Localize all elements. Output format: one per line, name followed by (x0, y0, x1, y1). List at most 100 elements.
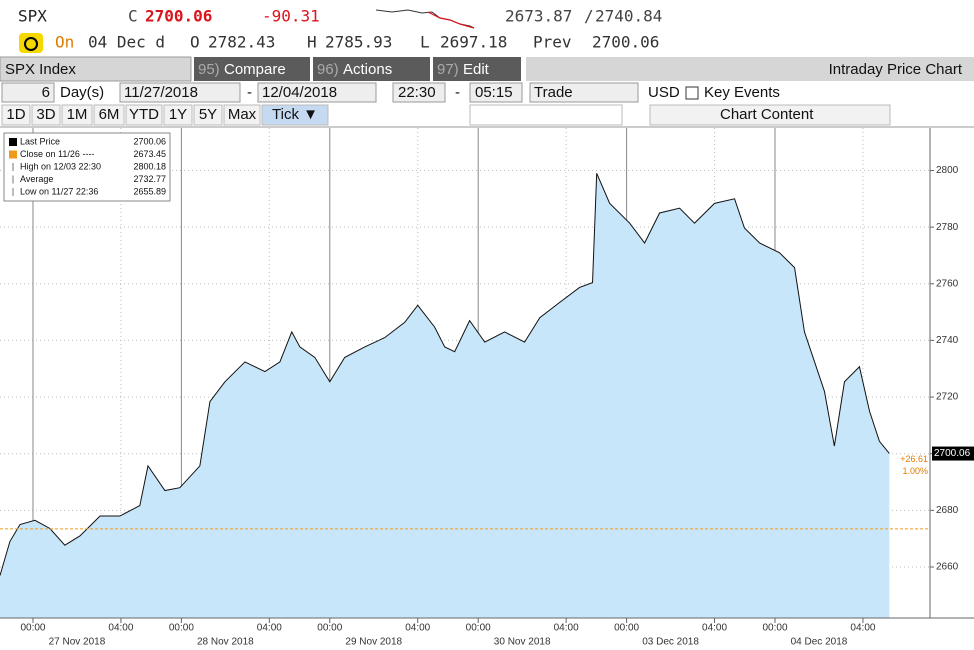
period-label: 1Y (169, 106, 187, 123)
range-sep: / (584, 7, 594, 26)
x-tick-label: 04:00 (554, 623, 579, 634)
ticker: SPX (18, 7, 47, 26)
days-label: Day(s) (60, 84, 104, 101)
actions-num: 96) (317, 61, 339, 78)
end-date: 12/04/2018 (262, 84, 337, 101)
period-button[interactable] (223, 104, 261, 126)
quote-date: 04 Dec d (88, 33, 165, 52)
period-label: Tick ▼ (272, 106, 318, 123)
low-value: 2697.18 (440, 33, 507, 52)
range-high: 2740.84 (595, 7, 662, 26)
change-label: +26.61 (900, 454, 928, 464)
period-button[interactable] (61, 104, 93, 126)
start-date-field[interactable] (119, 82, 241, 103)
date-label: 28 Nov 2018 (197, 637, 254, 648)
compare-button[interactable] (194, 57, 310, 81)
start-time-field[interactable] (392, 82, 446, 103)
legend-name: Average (20, 174, 53, 184)
security-box[interactable] (0, 56, 192, 82)
prev-value: 2700.06 (592, 33, 659, 52)
x-tick-label: 00:00 (317, 623, 342, 634)
period-label: 1D (6, 106, 25, 123)
on-label: On (55, 33, 74, 52)
y-tick-label: 2680 (936, 505, 959, 516)
chart-content-button[interactable] (649, 104, 891, 126)
field-select[interactable] (529, 82, 639, 103)
x-tick-label: 00:00 (169, 623, 194, 634)
period-label: Max (228, 106, 257, 123)
days-field[interactable] (1, 82, 55, 103)
price-line (0, 173, 890, 576)
end-time-field[interactable] (469, 82, 523, 103)
x-tick-label: 04:00 (257, 623, 282, 634)
edit-button[interactable] (433, 57, 521, 81)
period-button[interactable] (163, 104, 193, 126)
y-tick-label: 2660 (936, 562, 959, 573)
legend-value: 2732.77 (133, 174, 166, 184)
actions-button[interactable] (313, 57, 430, 81)
end-time: 05:15 (475, 84, 513, 101)
currency: USD (648, 84, 680, 101)
change-pct-label: 1.00% (902, 466, 928, 476)
range-low: 2673.87 (505, 7, 572, 26)
open-label: O (190, 33, 200, 52)
date-label: 04 Dec 2018 (791, 637, 848, 648)
period-button[interactable] (1, 104, 31, 126)
start-time: 22:30 (398, 84, 436, 101)
security: SPX Index (5, 61, 76, 78)
legend-value: 2700.06 (133, 136, 166, 146)
sparkline-down (427, 11, 475, 29)
net-change: -90.31 (262, 7, 320, 26)
legend-value: 2673.45 (133, 149, 166, 159)
period-buttons: 1D 3D 1M 6M YTD 1Y 5Y Max Tick ▼ (1, 104, 329, 126)
legend-value: 2655.89 (133, 186, 166, 196)
sparkline (375, 9, 475, 29)
high-label: H (307, 33, 317, 52)
chart-content: Chart Content (720, 106, 814, 123)
period-label: 1M (67, 106, 88, 123)
legend-swatch (9, 138, 17, 146)
search-box[interactable] (469, 104, 623, 126)
period-button[interactable] (125, 104, 163, 126)
actions-label: Actions (343, 61, 392, 78)
date-label: 03 Dec 2018 (642, 637, 699, 648)
compare-num: 95) (198, 61, 220, 78)
prev-label: Prev (533, 33, 572, 52)
start-date: 11/27/2018 (124, 84, 198, 101)
y-tick-label: 2760 (936, 278, 959, 289)
legend-value: 2800.18 (133, 161, 166, 171)
y-tick-label: 2780 (936, 222, 959, 233)
key-events-checkbox[interactable] (685, 86, 699, 100)
period-button[interactable] (193, 104, 223, 126)
x-tick-label: 00:00 (762, 623, 787, 634)
last-price-label: 2700.06 (934, 448, 971, 459)
y-tick-label: 2720 (936, 392, 959, 403)
area-fill (0, 173, 890, 618)
end-date-field[interactable] (257, 82, 377, 103)
x-tick-label: 00:00 (20, 623, 45, 634)
legend-name: High on 12/03 22:30 (20, 161, 101, 171)
period-label: 5Y (199, 106, 217, 123)
low-label: L (420, 33, 430, 52)
days: 6 (42, 84, 50, 101)
period-button[interactable] (93, 104, 125, 126)
date-label: 27 Nov 2018 (49, 637, 106, 648)
compare-label: Compare (224, 61, 286, 78)
last-price-box (932, 446, 974, 461)
dash: - (455, 84, 460, 101)
field: Trade (534, 84, 573, 101)
period-button[interactable] (31, 104, 61, 126)
y-tick-label: 2800 (936, 165, 959, 176)
period-button[interactable] (261, 104, 329, 126)
x-tick-label: 04:00 (702, 623, 727, 634)
legend-swatch (9, 150, 17, 159)
period-label: 3D (36, 106, 55, 123)
open-value: 2782.43 (208, 33, 275, 52)
x-tick-label: 00:00 (614, 623, 639, 634)
key-events: Key Events (704, 84, 780, 101)
date-label: 29 Nov 2018 (345, 637, 402, 648)
legend-name: Low on 11/27 22:36 (20, 186, 98, 196)
chart: 2660268027002720274027602780280000:0004:… (0, 128, 974, 648)
y-tick-label: 2740 (936, 335, 959, 346)
